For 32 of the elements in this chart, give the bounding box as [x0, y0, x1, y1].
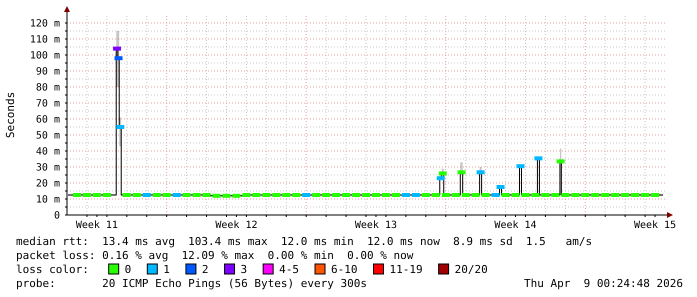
x-tick-label: Week 15 [634, 220, 676, 231]
y-tick-label: 110 m [30, 34, 60, 46]
text: packet loss: 0.16 % avg 12.09 % max 0.00 % min 0.00 % now [16, 249, 414, 262]
legend-title: loss color: [16, 263, 89, 276]
y-tick-label: 120 m [30, 18, 60, 30]
x-tick-label: Week 13 [354, 220, 398, 231]
legend-label: 3 [240, 263, 248, 276]
y-tick-label: 0 [54, 210, 60, 222]
legend-label: 0 [124, 263, 132, 276]
y-tick-label: 20 m [36, 178, 60, 190]
y-tick-label: 80 m [36, 82, 60, 94]
y-tick-label: 50 m [36, 130, 60, 142]
x-tick-label: Week 12 [215, 220, 258, 231]
legend-label: 11-19 [390, 263, 423, 276]
y-tick-label: 90 m [36, 66, 60, 78]
text: median rtt: 13.4 ms avg 103.4 ms max 12.0 ms min 12.0 ms now 8.9 ms sd 1.5 am/s [16, 235, 592, 248]
y-tick-label: 40 m [36, 146, 60, 158]
y-tick-label: 30 m [36, 162, 60, 174]
legend-label: 2 [202, 263, 209, 276]
text: Thu Apr 9 00:24:48 2026 [524, 277, 683, 290]
legend-label: 4-5 [279, 263, 300, 276]
y-tick-label: 70 m [36, 98, 60, 110]
legend-label: 20/20 [454, 263, 488, 276]
y-axis-title: Seconds [4, 92, 17, 138]
x-tick-label: Week 11 [76, 220, 118, 231]
legend-label: 1 [163, 263, 170, 276]
x-tick-label: Week 14 [494, 220, 537, 231]
text: probe: 20 ICMP Echo Pings (56 Bytes) every 300s [16, 277, 367, 290]
y-tick-label: 100 m [30, 50, 60, 62]
legend-label: 6-10 [331, 263, 358, 276]
y-tick-label: 60 m [36, 114, 60, 126]
y-tick-label: 10 m [36, 194, 60, 206]
